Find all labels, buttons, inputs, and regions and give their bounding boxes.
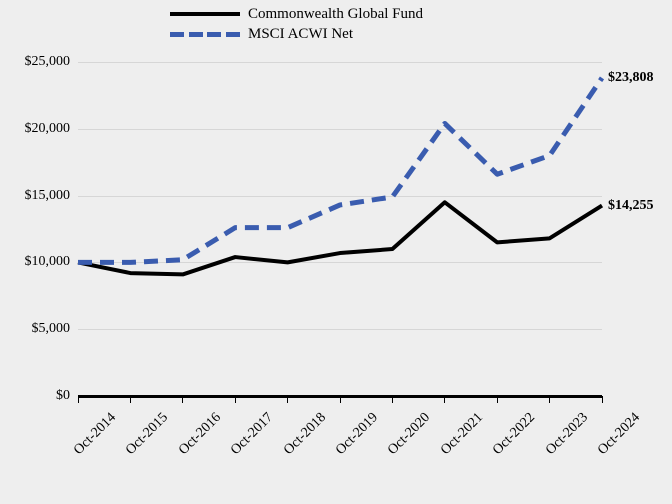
legend-item-fund: Commonwealth Global Fund	[170, 4, 423, 24]
y-tick-label: $20,000	[10, 121, 70, 137]
y-tick-label: $15,000	[10, 188, 70, 204]
legend: Commonwealth Global Fund MSCI ACWI Net	[170, 4, 423, 44]
x-tick-label: Oct-2021	[438, 410, 487, 459]
x-tick-label: Oct-2024	[595, 410, 644, 459]
x-tick-label: Oct-2019	[333, 410, 382, 459]
legend-label: Commonwealth Global Fund	[248, 6, 423, 23]
legend-label: MSCI ACWI Net	[248, 26, 353, 43]
x-tick-label: Oct-2018	[281, 410, 330, 459]
x-tick-label: Oct-2016	[176, 410, 225, 459]
x-tick-label: Oct-2017	[228, 410, 277, 459]
y-tick-label: $10,000	[10, 254, 70, 270]
y-tick-label: $0	[10, 388, 70, 404]
y-tick-label: $25,000	[10, 54, 70, 70]
legend-item-benchmark: MSCI ACWI Net	[170, 24, 423, 44]
x-tick-label: Oct-2014	[71, 410, 120, 459]
x-tick-label: Oct-2020	[385, 410, 434, 459]
series-end-label: $23,808	[608, 70, 654, 86]
x-tick-label: Oct-2022	[490, 410, 539, 459]
x-tick-label: Oct-2023	[543, 410, 592, 459]
series-end-label: $14,255	[608, 198, 654, 214]
legend-swatch-dashed	[170, 24, 240, 44]
growth-chart: Commonwealth Global Fund MSCI ACWI Net $…	[0, 0, 672, 504]
y-tick-label: $5,000	[10, 321, 70, 337]
x-tick-label: Oct-2015	[123, 410, 172, 459]
legend-swatch-solid	[170, 4, 240, 24]
